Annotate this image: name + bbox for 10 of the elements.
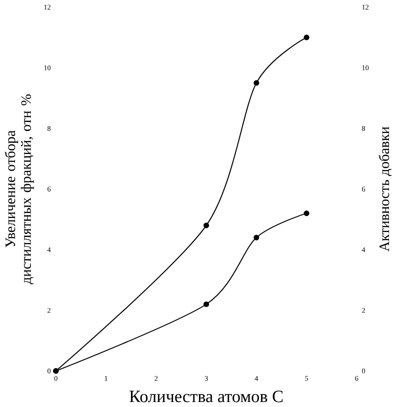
point — [254, 234, 260, 240]
point — [204, 222, 210, 228]
point — [304, 34, 310, 40]
point — [53, 368, 59, 374]
point — [254, 80, 260, 86]
y-axis-title: Увеличение отбора дистиллятных фракций, отн % — [4, 94, 34, 284]
x-axis-title: Количества атомов C — [130, 390, 283, 402]
point — [304, 210, 310, 216]
y2-axis-title: Активность добавки — [378, 126, 392, 252]
point — [204, 301, 210, 308]
